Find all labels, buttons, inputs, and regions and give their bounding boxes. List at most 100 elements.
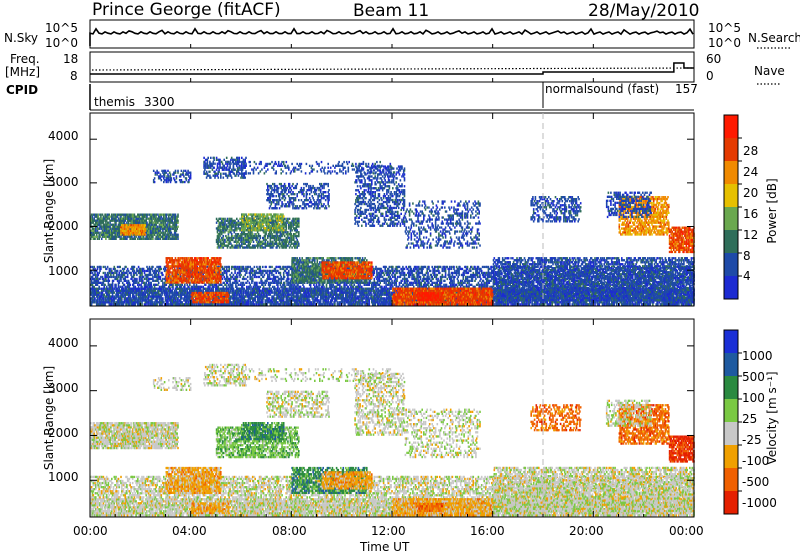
power-echo-cell — [523, 303, 525, 305]
power-echo-cell — [301, 303, 303, 305]
power-echo-cell — [325, 303, 327, 305]
power-echo-cell — [307, 288, 309, 290]
power-echo-cell — [369, 299, 371, 301]
power-echo-cell — [156, 288, 158, 290]
power-echo-cell — [234, 294, 236, 296]
freq-panel-frame — [90, 52, 694, 82]
power-echo-cell — [294, 303, 296, 305]
power-echo-cell — [205, 288, 207, 290]
power-echo-cell — [272, 292, 274, 294]
power-echo-cell — [327, 303, 329, 305]
power-echo-cell — [212, 303, 214, 305]
power-echo-cell — [372, 299, 374, 301]
power-echo-cell — [113, 303, 115, 305]
nave-trace — [92, 68, 694, 70]
power-echo-cell — [91, 303, 93, 305]
power-echo-cell — [357, 290, 359, 292]
power-echo-cell — [332, 303, 334, 305]
power-echo-cell — [271, 303, 273, 305]
power-echo-cell — [181, 301, 183, 303]
power-echo-cell — [226, 290, 228, 292]
power-echo-cell — [386, 303, 388, 305]
power-echo-cell — [167, 299, 169, 301]
power-echo-cell — [241, 290, 243, 292]
power-echo-cell — [176, 299, 178, 301]
power-echo-cell — [387, 288, 389, 290]
power-echo-cell — [389, 290, 391, 292]
power-echo-cell — [371, 294, 373, 296]
power-echo-cell — [494, 303, 496, 305]
power-echo-cell — [515, 303, 517, 305]
power-echo-cell — [362, 303, 364, 305]
power-echo-cell — [196, 303, 198, 305]
power-echo-cell — [532, 303, 534, 305]
power-echo-cell — [99, 292, 101, 294]
power-echo-cell — [200, 303, 202, 305]
power-echo-cell — [161, 303, 163, 305]
power-echo-cell — [178, 294, 180, 296]
power-echo-cell — [530, 301, 532, 303]
power-echo-cell — [332, 290, 334, 292]
power-echo-cell — [237, 303, 239, 305]
power-echo-cell — [168, 303, 170, 305]
power-echo-cell — [366, 290, 368, 292]
power-echo-cell — [248, 303, 250, 305]
power-echo-cell — [254, 303, 256, 305]
power-echo-cell — [180, 303, 182, 305]
power-echo-cell — [136, 294, 138, 296]
nsky-trace — [90, 29, 693, 46]
power-echo-cell — [311, 301, 313, 303]
power-echo-cell — [266, 294, 268, 296]
power-echo-cell — [163, 301, 165, 303]
power-echo-cell — [194, 303, 196, 305]
power-echo-cell — [526, 303, 528, 305]
power-echo-cell — [344, 303, 346, 305]
power-echo-cell — [384, 297, 386, 299]
power-echo-cell — [101, 288, 103, 290]
power-echo-cell — [184, 303, 186, 305]
power-echo-cell — [129, 303, 131, 305]
power-echo-cell — [292, 303, 294, 305]
power-echo-cell — [230, 290, 232, 292]
power-echo-cell — [162, 297, 164, 299]
power-echo-cell — [94, 299, 96, 301]
power-echo-cell — [332, 299, 334, 301]
power-echo-cell — [111, 303, 113, 305]
power-echo-cell — [529, 303, 531, 305]
power-echo-cell — [328, 301, 330, 303]
power-echo-cell — [296, 303, 298, 305]
power-echo-cell — [328, 292, 330, 294]
power-echo-cell — [243, 290, 245, 292]
power-echo-cell — [145, 303, 147, 305]
power-echo-cell — [231, 301, 233, 303]
power-echo-cell — [194, 290, 196, 292]
power-echo-cell — [114, 299, 116, 301]
power-echo-cell — [96, 288, 98, 290]
power-echo-cell — [334, 303, 336, 305]
power-echo-cell — [228, 303, 230, 305]
power-echo-cell — [148, 303, 150, 305]
power-echo-cell — [359, 303, 361, 305]
power-echo-cell — [378, 288, 380, 290]
power-echo-cell — [171, 290, 173, 292]
power-echo-cell — [371, 290, 373, 292]
power-echo-cell — [364, 303, 366, 305]
power-echo-cell — [270, 294, 272, 296]
power-echo-cell — [306, 303, 308, 305]
power-echo-cell — [123, 303, 125, 305]
power-echo-cell — [326, 294, 328, 296]
power-echo-cell — [119, 303, 121, 305]
power-echo-cell — [322, 303, 324, 305]
power-echo-cell — [287, 288, 289, 290]
power-echo-cell — [510, 303, 512, 305]
power-echo-cell — [103, 290, 105, 292]
power-echo-cell — [369, 303, 371, 305]
power-echo-cell — [237, 294, 239, 296]
power-echo-cell — [112, 294, 114, 296]
power-echo-cell — [104, 303, 106, 305]
power-echo-cell — [262, 299, 264, 301]
power-echo-cell — [218, 303, 220, 305]
power-echo-cell — [358, 299, 360, 301]
power-echo-cell — [382, 294, 384, 296]
power-echo-cell — [279, 288, 281, 290]
